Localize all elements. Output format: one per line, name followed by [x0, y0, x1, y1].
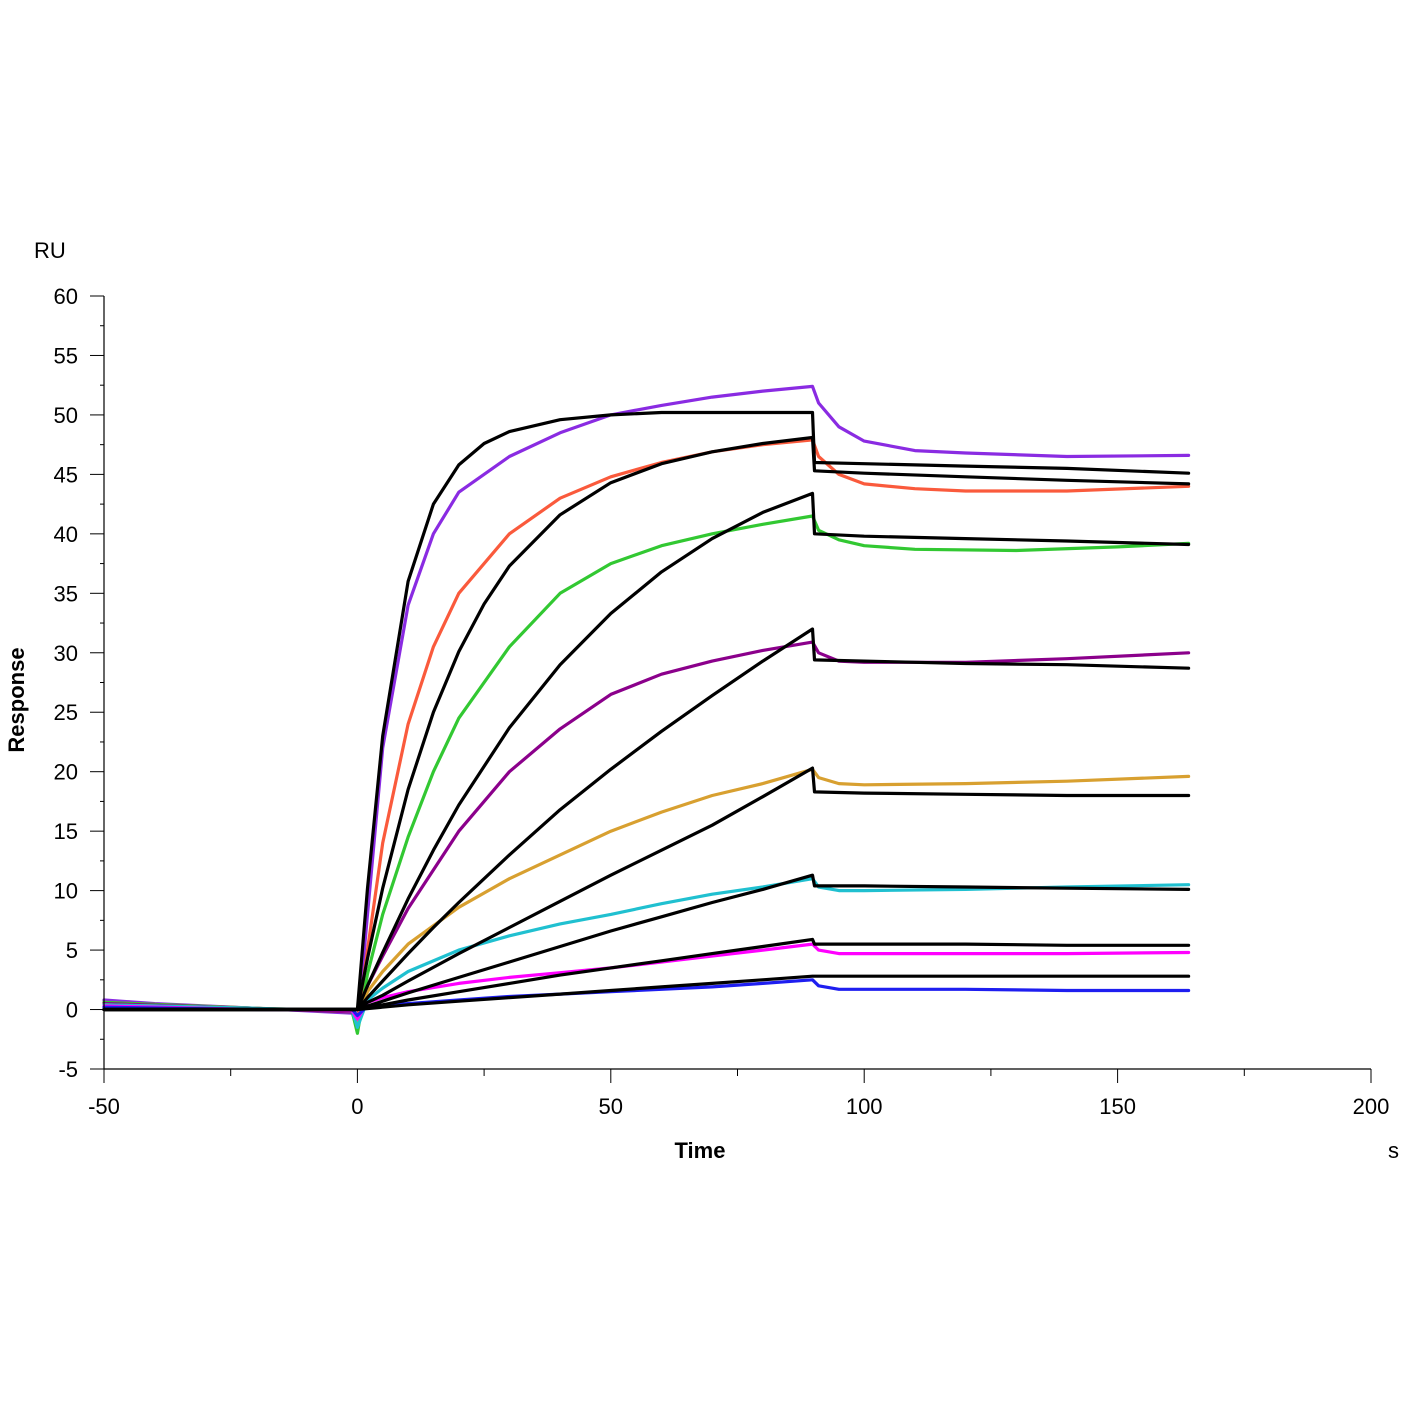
- y-tick-label: 50: [54, 403, 78, 428]
- series-line-fit-2: [102, 435, 1191, 1012]
- y-tick-label: -5: [58, 1057, 78, 1082]
- series-line-fit-7: [102, 937, 1191, 1012]
- series-line-fit-1: [102, 410, 1191, 1012]
- y-tick-label: 45: [54, 462, 78, 487]
- y-axis-title: Response: [4, 647, 29, 752]
- series-line-fit-4: [102, 627, 1191, 1012]
- x-tick-label: 100: [846, 1094, 883, 1119]
- x-unit-label: s: [1388, 1138, 1399, 1163]
- y-tick-label: 10: [54, 879, 78, 904]
- y-tick-label: 0: [66, 998, 78, 1023]
- y-tick-label: 40: [54, 522, 78, 547]
- series-line-fit-8: [102, 974, 1191, 1012]
- series-line-data-8: [102, 978, 1191, 1018]
- plot-series: [102, 384, 1191, 1035]
- y-tick-label: 35: [54, 581, 78, 606]
- series-line-fit-3: [102, 491, 1191, 1012]
- y-tick-label: 30: [54, 641, 78, 666]
- series-line-fit-6: [102, 873, 1191, 1012]
- x-tick-label: 50: [599, 1094, 623, 1119]
- y-tick-label: 55: [54, 343, 78, 368]
- series-line-data-6: [102, 877, 1191, 1029]
- x-axis-title: Time: [675, 1138, 726, 1163]
- x-tick-label: 150: [1099, 1094, 1136, 1119]
- series-line-data-5: [102, 767, 1191, 1023]
- series-line-fit-5: [102, 766, 1191, 1012]
- series-line-data-1: [102, 384, 1191, 1029]
- x-tick-label: 0: [351, 1094, 363, 1119]
- x-tick-label: -50: [88, 1094, 120, 1119]
- y-tick-label: 5: [66, 938, 78, 963]
- y-unit-label: RU: [34, 238, 66, 263]
- series-line-data-4: [102, 640, 1191, 1026]
- series-line-data-3: [102, 514, 1191, 1035]
- y-tick-label: 25: [54, 700, 78, 725]
- x-tick-label: 200: [1353, 1094, 1390, 1119]
- series-line-data-2: [102, 438, 1191, 1026]
- y-tick-label: 15: [54, 819, 78, 844]
- y-tick-label: 20: [54, 760, 78, 785]
- y-tick-label: 60: [54, 284, 78, 309]
